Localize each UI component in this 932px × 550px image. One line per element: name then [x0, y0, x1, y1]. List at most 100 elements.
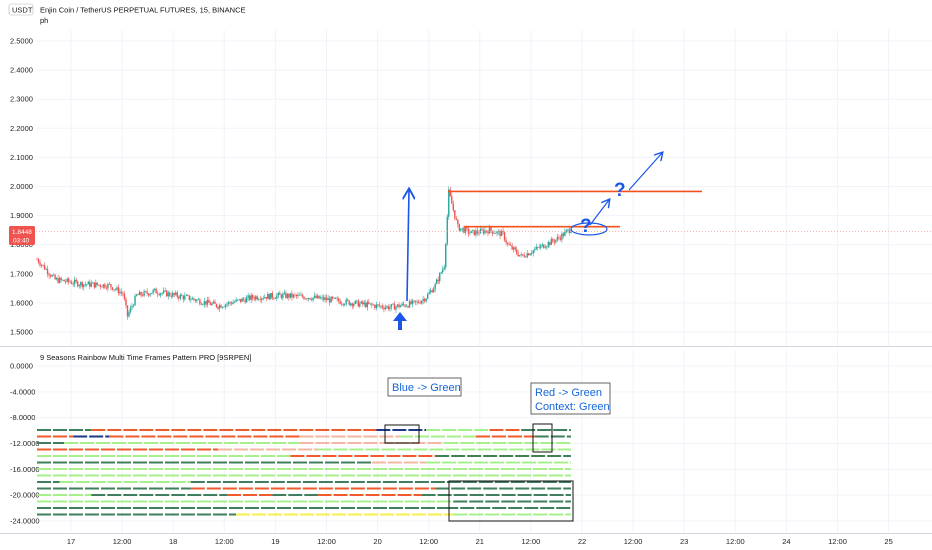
- candle-body: [378, 304, 381, 307]
- candle-body: [372, 304, 375, 306]
- candle-body: [564, 231, 566, 236]
- candle-body: [512, 247, 515, 250]
- candle-body: [102, 284, 105, 288]
- candle-body: [408, 301, 411, 308]
- candle-body: [282, 294, 284, 298]
- indicator-tick-label: -12.0000: [10, 439, 40, 448]
- candle-body: [206, 299, 209, 305]
- candle-body: [190, 299, 192, 301]
- rainbow-bands: [37, 429, 571, 516]
- candle-body: [264, 297, 266, 299]
- candle-body: [506, 242, 509, 244]
- candle-body: [396, 304, 399, 307]
- candle-body: [386, 306, 388, 308]
- candle-body: [87, 281, 89, 285]
- time-axis[interactable]: 17 12:00 18 12:00 19 12:00 20 12:00 21 12:00 22 12:…: [67, 537, 893, 546]
- candle-body: [538, 247, 540, 248]
- candle-body: [357, 300, 359, 307]
- candle-body: [96, 282, 99, 285]
- currency-badge[interactable]: [8, 3, 34, 16]
- candle-body: [523, 255, 525, 257]
- candle-body: [271, 292, 273, 298]
- time-tick-label: 12:00: [113, 537, 132, 546]
- candle-body: [89, 281, 91, 287]
- candle-body: [123, 294, 126, 300]
- candle-body: [359, 303, 361, 307]
- candle-body: [445, 243, 447, 268]
- candle-body: [428, 292, 430, 295]
- candle-body: [458, 224, 461, 231]
- candle-body: [330, 296, 332, 303]
- candle-body: [261, 298, 263, 300]
- candle-body: [288, 294, 290, 298]
- price-tick-label: 2.0000: [10, 182, 33, 191]
- candle-body: [203, 301, 206, 305]
- candle-body: [422, 298, 424, 301]
- candle-body: [178, 296, 180, 299]
- candle-body: [434, 283, 436, 289]
- annotation-text-2a: Red -> Green: [535, 387, 602, 399]
- candle-body: [49, 275, 52, 277]
- time-tick-label: 17: [67, 537, 75, 546]
- candle-body: [449, 189, 451, 197]
- candle-body: [505, 240, 507, 243]
- candle-body: [511, 245, 513, 250]
- candle-body: [297, 294, 299, 297]
- candle-body: [490, 227, 492, 231]
- candle-body: [211, 303, 213, 306]
- highlight-box-1: [384, 424, 420, 444]
- candle-body: [132, 305, 135, 307]
- candle-body: [485, 230, 488, 232]
- candle-body: [509, 244, 512, 246]
- candle-body: [153, 288, 156, 291]
- candle-body: [383, 307, 385, 310]
- candle-body: [95, 282, 97, 288]
- candle-body: [549, 242, 551, 245]
- candle-body: [163, 290, 165, 293]
- candle-body: [336, 298, 338, 300]
- candle-body: [534, 249, 536, 251]
- candle-body: [488, 227, 491, 234]
- candle-body: [230, 303, 233, 305]
- candle-body: [419, 302, 421, 304]
- candle-body: [217, 307, 219, 309]
- candle-body: [395, 306, 397, 310]
- candle-body: [502, 230, 504, 233]
- candle-body: [451, 196, 453, 204]
- symbol-title: Enjin Coin / TetherUS PERPETUAL FUTURES,…: [40, 6, 246, 15]
- candle-body: [393, 303, 396, 310]
- candle-body: [520, 254, 522, 256]
- candle-body: [93, 282, 96, 288]
- candle-body: [193, 298, 195, 300]
- candle-body: [437, 279, 439, 282]
- time-tick-label: 24: [782, 537, 790, 546]
- candle-body: [517, 253, 519, 257]
- candle-body: [526, 253, 528, 258]
- candle-body: [233, 301, 236, 303]
- price-tick-label: 2.5000: [10, 37, 33, 46]
- candle-body: [104, 284, 106, 288]
- candle-body: [258, 299, 260, 301]
- candle-body: [562, 233, 565, 236]
- candle-body: [238, 299, 240, 300]
- price-tick-label: 2.2000: [10, 124, 33, 133]
- candle-body: [515, 249, 518, 254]
- candle-body: [137, 294, 139, 296]
- candle-body: [347, 299, 349, 301]
- candle-body: [544, 247, 547, 249]
- candle-body: [475, 230, 477, 236]
- candle-body: [469, 232, 471, 234]
- candlestick-series: [36, 186, 572, 320]
- candle-body: [111, 287, 114, 290]
- candle-body: [101, 286, 103, 288]
- candle-body: [116, 287, 118, 290]
- currency-label[interactable]: USDT: [12, 6, 33, 15]
- candle-body: [270, 292, 272, 300]
- price-tick-label: 2.3000: [10, 95, 33, 104]
- candle-body: [496, 231, 498, 234]
- time-tick-label: 25: [884, 537, 892, 546]
- candle-body: [387, 306, 390, 310]
- candle-body: [245, 297, 248, 303]
- candle-body: [114, 289, 117, 291]
